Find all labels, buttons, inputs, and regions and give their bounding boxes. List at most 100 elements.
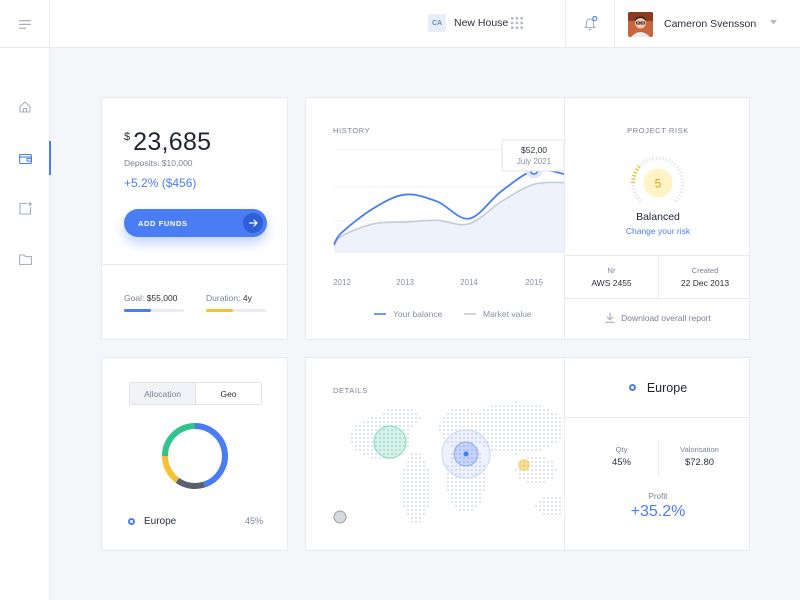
legend-dot <box>128 518 135 525</box>
sidebar <box>0 48 50 600</box>
gauge-tick <box>680 175 684 176</box>
profit-stat: Profit +35.2% <box>565 492 750 521</box>
grid-icon[interactable] <box>511 17 523 29</box>
notes-icon <box>19 202 32 215</box>
download-label: Download overall report <box>621 313 711 323</box>
gauge-tick <box>633 172 637 174</box>
gauge-tick <box>631 179 635 180</box>
goal-label: Goal: $55,000 <box>124 293 184 303</box>
balance-amount: $ 23,685 <box>124 128 211 157</box>
gauge-tick <box>678 194 681 196</box>
duration-value: 4y <box>243 293 252 303</box>
allocation-tabs: Allocation Geo <box>129 382 262 405</box>
gauge-tick <box>676 166 679 169</box>
x-tick-label: 2012 <box>333 278 351 287</box>
gauge-tick <box>640 163 643 166</box>
sidebar-item-folder[interactable] <box>0 242 50 276</box>
project-name: New House <box>454 17 508 29</box>
avatar <box>628 12 653 37</box>
gauge-tick <box>671 161 673 164</box>
goal-progress <box>124 309 151 312</box>
chart-tooltip: $52,00 July 2021 <box>502 140 564 171</box>
profit-value: +35.2% <box>565 503 750 521</box>
x-tick-label: 2013 <box>396 278 414 287</box>
risk-score: 5 <box>655 177 662 191</box>
goal-value: $55,000 <box>147 293 178 303</box>
tab-geo[interactable]: Geo <box>196 383 261 404</box>
download-report-link[interactable]: Download overall report <box>565 312 750 323</box>
duration-progress <box>206 309 233 312</box>
gauge-tick <box>680 189 684 190</box>
history-card: HISTORY 2012 2013 2014 2015 $52,00 July 2021 Y… <box>305 97 750 340</box>
tab-allocation[interactable]: Allocation <box>130 383 196 404</box>
tooltip-date: July 2021 <box>517 157 552 166</box>
history-chart: 2012 2013 2014 2015$52,00July 2021Your bala… <box>306 98 564 339</box>
region-name: Europe <box>647 381 687 395</box>
gauge-tick <box>674 199 677 202</box>
project-badge: CA <box>428 14 446 32</box>
gauge-tick <box>639 199 642 202</box>
project-risk-panel: PROJECT RISK 5 Balanced Change your risk… <box>564 98 750 339</box>
map-marker-europe-point <box>464 452 469 457</box>
nr-value: AWS 2455 <box>565 278 658 288</box>
arrow-right-icon <box>243 213 263 233</box>
sidebar-item-home[interactable] <box>0 90 50 124</box>
notifications-button[interactable] <box>565 0 615 48</box>
divider <box>102 264 287 265</box>
created-cell: Created 22 Dec 2013 <box>658 256 750 298</box>
duration-track <box>206 309 266 312</box>
gauge-tick <box>666 158 667 162</box>
region-header: Europe <box>565 358 750 418</box>
balance-change: +5.2% ($456) <box>124 176 196 190</box>
gauge-tick <box>668 159 670 163</box>
created-label: Created <box>659 266 750 275</box>
user-name: Cameron Svensson <box>664 18 756 30</box>
tooltip-value: $52,00 <box>521 145 547 155</box>
sidebar-item-wallet[interactable] <box>0 141 50 175</box>
details-card: DETAILS Europe Qty 45% Valorisation $72.… <box>305 357 750 551</box>
chevron-down-icon[interactable] <box>770 20 777 25</box>
gauge-tick <box>677 169 680 171</box>
balance-card: $ 23,685 Deposits: $10,000 +5.2% ($456) … <box>101 97 288 340</box>
gauge-tick <box>649 158 650 162</box>
x-tick-label: 2014 <box>460 278 478 287</box>
gauge-tick <box>674 163 677 166</box>
map-marker-green <box>374 426 406 458</box>
wallet-icon <box>19 153 32 164</box>
gauge-tick <box>643 161 645 164</box>
duration-label: Duration: 4y <box>206 293 266 303</box>
donut-segment-segment-3 <box>165 456 177 480</box>
legend-your-balance: Your balance <box>393 309 443 319</box>
duration-meter: Duration: 4y <box>206 293 266 312</box>
gauge-tick <box>679 172 683 174</box>
project-switcher[interactable]: CA New House <box>428 13 508 33</box>
gauge-tick <box>653 157 654 161</box>
legend-percent: 45% <box>245 516 263 526</box>
gauge-tick <box>635 194 638 196</box>
world-map <box>306 358 564 550</box>
gauge-tick <box>663 157 664 161</box>
top-bar: CA New House Cameron S <box>0 0 800 48</box>
add-funds-label: ADD FUNDS <box>138 219 188 228</box>
valorisation-stat: Valorisation $72.80 <box>653 445 746 468</box>
region-panel: Europe Qty 45% Valorisation $72.80 Profi… <box>564 358 750 550</box>
nr-label: Nr <box>565 266 658 275</box>
add-funds-button[interactable]: ADD FUNDS <box>124 209 267 237</box>
bell-icon <box>582 16 598 32</box>
legend-name: Europe <box>144 516 176 527</box>
currency-symbol: $ <box>124 131 130 143</box>
sidebar-item-notes[interactable] <box>0 191 50 225</box>
user-menu[interactable]: Cameron Svensson <box>628 11 756 37</box>
region-dot <box>629 384 636 391</box>
change-risk-link[interactable]: Change your risk <box>565 226 750 236</box>
legend-market-value: Market value <box>483 309 532 319</box>
valorisation-value: $72.80 <box>653 457 746 468</box>
donut-segment-europe <box>195 426 225 485</box>
gauge-tick <box>633 192 637 193</box>
home-icon <box>19 101 31 113</box>
menu-button[interactable] <box>0 0 50 48</box>
allocation-donut <box>160 421 230 491</box>
risk-gauge: 5 <box>628 153 688 213</box>
donut-segment-segment-2 <box>177 480 204 486</box>
goal-meter: Goal: $55,000 <box>124 293 184 312</box>
